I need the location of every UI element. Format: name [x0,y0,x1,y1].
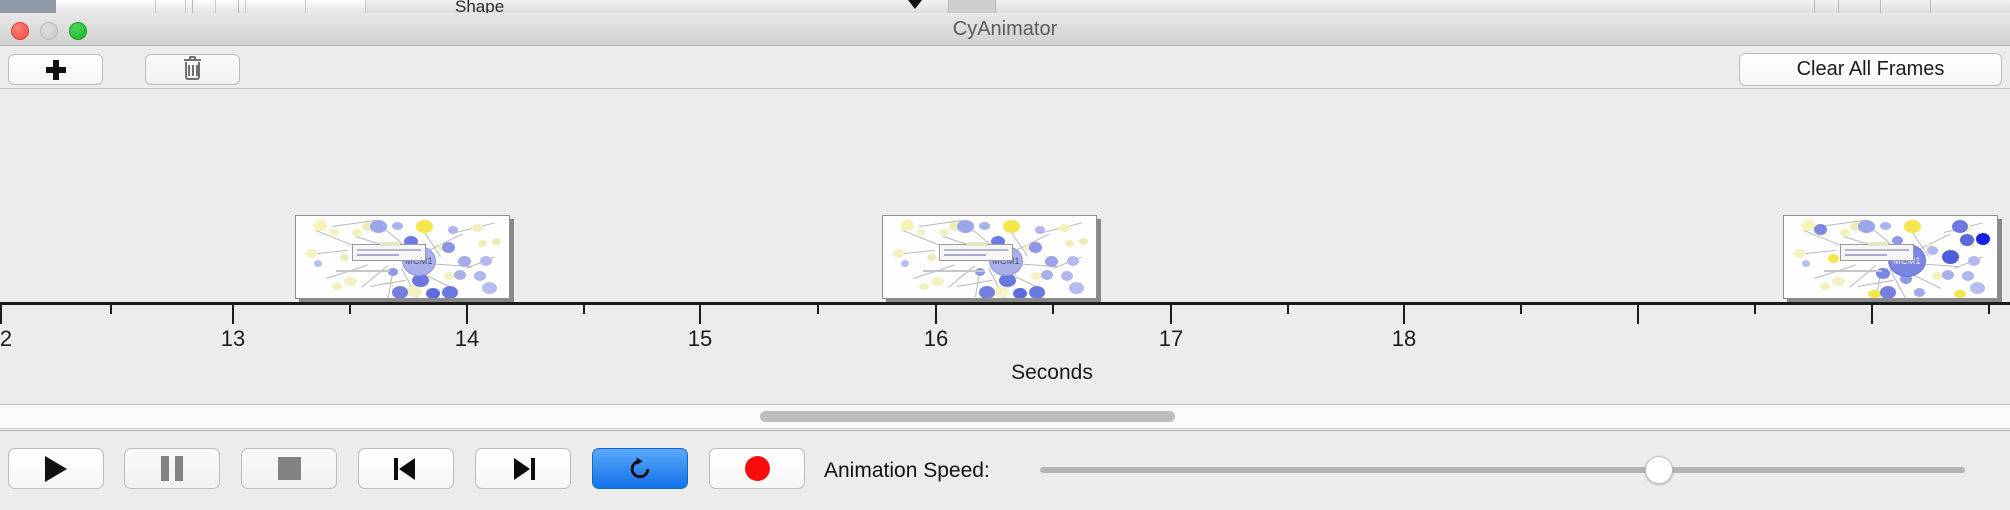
record-button[interactable] [709,448,805,489]
ruler-tick-major [1403,305,1405,324]
window-title: CyAnimator [952,18,1058,40]
loop-button[interactable] [592,448,688,489]
ruler-tick-minor [1988,305,1990,314]
delete-frame-button[interactable] [145,54,240,85]
play-icon [45,455,67,482]
network-graph-preview: MCM1 [296,216,509,298]
background-toolbar-segment [306,0,366,13]
add-frame-button[interactable] [8,54,103,85]
playback-control-bar: Animation Speed: [0,430,2010,510]
ruler-tick-major [935,305,937,324]
ruler-label: 16 [923,326,949,351]
background-divider [1930,0,1931,13]
keyframes-area: MCM1 [0,89,2010,302]
ruler-tick-major [1871,305,1873,324]
timeline-panel: MCM1 [0,89,2010,405]
color-swatch-icon [948,0,996,13]
animation-speed-track[interactable] [1040,467,1965,473]
ruler-tick-minor [1754,305,1756,314]
node-tooltip-callout [939,244,1013,261]
background-divider [1814,0,1815,13]
background-toolbar-segment [186,0,216,13]
ruler-label: 18 [1391,326,1417,351]
skip-to-end-icon [510,456,536,482]
minimize-button[interactable] [40,22,58,40]
axis-title: Seconds [0,361,2010,385]
background-toolbar-segment [156,0,186,13]
skip-to-start-button[interactable] [358,448,454,489]
play-button[interactable] [8,448,104,489]
ruler-label: 17 [1158,326,1184,351]
background-toolbar-segment [246,0,306,13]
frame-thumbnail-2[interactable]: MCM1 [882,215,1097,299]
animation-speed-slider[interactable] [1645,456,1673,484]
ruler-tick-minor [1052,305,1054,314]
background-toolbar-segment [216,0,246,13]
ruler-tick-major [699,305,701,324]
stop-button[interactable] [241,448,337,489]
background-window-strip: Shape [0,0,2010,13]
title-bar: CyAnimator [0,13,2010,46]
close-button[interactable] [11,22,29,40]
background-divider [192,0,193,13]
network-graph-preview: MCM1 [1784,216,1997,298]
skip-to-end-button[interactable] [475,448,571,489]
background-toolbar-segment [56,0,156,13]
pause-icon [161,456,183,481]
ruler-tick-major [232,305,234,324]
background-divider [1838,0,1839,13]
network-graph-preview: MCM1 [883,216,1096,298]
ruler-tick-minor [1520,305,1522,314]
plus-icon [45,59,66,80]
ruler-tick-minor [349,305,351,314]
ruler-label: 14 [454,326,480,351]
ruler-tick-minor [110,305,112,314]
frame-thumbnail-1[interactable]: MCM1 [295,215,510,299]
ruler-label: 13 [220,326,246,351]
ruler-tick-major [1170,305,1172,324]
timeline-scrollbar-track[interactable] [0,405,2010,429]
ruler-label: 15 [687,326,713,351]
ruler-baseline [0,302,2010,305]
ruler-tick-minor [817,305,819,314]
frame-thumbnail-3[interactable]: MCM1 [1783,215,1998,299]
record-icon [744,456,770,481]
ruler-label: 2 [0,326,13,351]
animation-speed-label: Animation Speed: [824,459,990,482]
background-sidebar-sliver [0,0,56,13]
stop-icon [277,457,301,480]
maximize-button[interactable] [69,22,87,40]
background-divider [1880,0,1881,13]
trash-icon [184,56,201,80]
horizontal-scrollbar[interactable] [760,411,1175,422]
frame-toolbar: Clear All Frames [0,46,2010,89]
traffic-light-group [11,22,87,40]
arrow-marker-icon [908,0,922,9]
axis-title-text: Seconds [1011,361,1093,384]
ruler-tick-minor [583,305,585,314]
ruler-tick-minor [1287,305,1289,314]
loop-icon [627,456,653,482]
background-divider [238,0,239,13]
pause-button[interactable] [124,448,220,489]
skip-to-start-icon [393,456,419,482]
ruler-tick-major [1637,305,1639,324]
ruler-tick-major [466,305,468,324]
ruler-tick-major [0,305,2,324]
clear-all-frames-button[interactable]: Clear All Frames [1739,53,2002,86]
timeline-ruler[interactable]: 2 13 14 15 16 17 18 [0,302,2010,357]
background-shape-label: Shape [455,0,505,13]
node-tooltip-callout [1840,244,1914,261]
node-tooltip-callout [352,244,426,261]
